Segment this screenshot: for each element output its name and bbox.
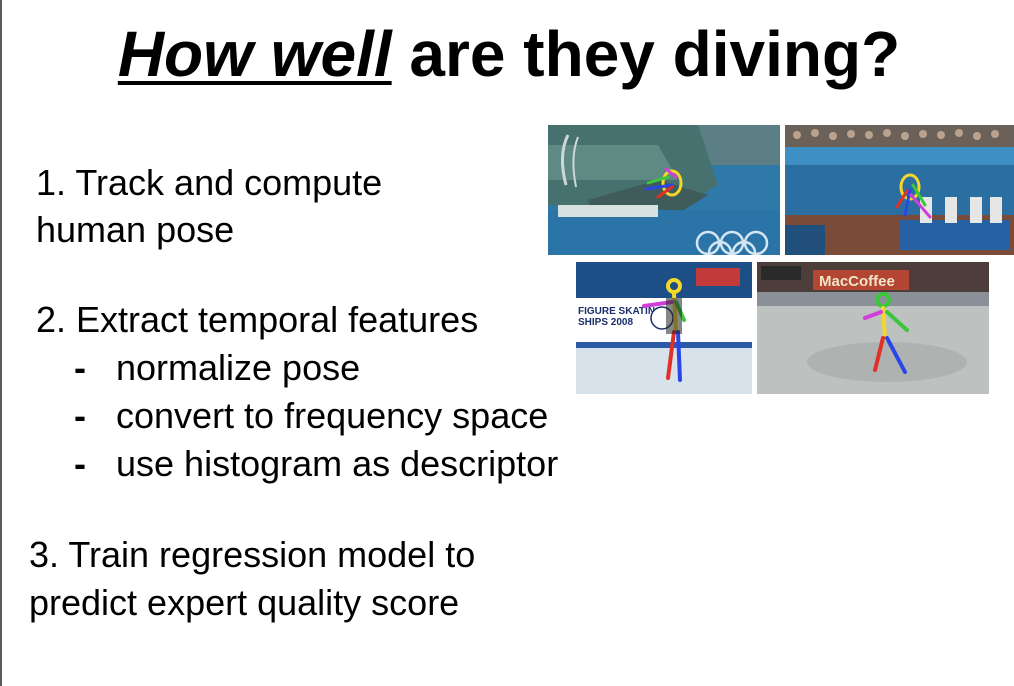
- banner-text-2: SHIPS 2008: [578, 317, 633, 328]
- ad-text: MacCoffee: [819, 273, 895, 290]
- substep-text: use histogram as descriptor: [116, 443, 559, 484]
- step-3-line-1: 3. Train regression model to: [29, 534, 476, 575]
- step-3-line-2: predict expert quality score: [29, 582, 460, 623]
- title-rest: are they diving?: [391, 18, 901, 90]
- step-2-line-1: 2. Extract temporal features: [36, 299, 479, 340]
- step-1-line-2: human pose: [36, 209, 235, 250]
- substep-dash: -: [74, 443, 86, 484]
- figure-skating-photo-1: FIGURE SKATING SHIPS 2008: [576, 262, 752, 394]
- substep-3: - use histogram as descriptor: [74, 441, 558, 487]
- substep-1: - normalize pose: [74, 345, 360, 391]
- substep-dash: -: [74, 347, 86, 388]
- banner-text-1: FIGURE SKATING: [578, 306, 663, 317]
- substep-2: - convert to frequency space: [74, 393, 548, 439]
- substep-dash: -: [74, 395, 86, 436]
- title-emphasis: How well: [117, 18, 392, 90]
- figure-skating-photo-2: MacCoffee: [757, 262, 989, 394]
- slide-title: How well are they diving?: [2, 14, 1014, 94]
- substep-text: normalize pose: [116, 347, 361, 388]
- diving-platform-photo: [548, 125, 780, 255]
- diving-judges-photo: [785, 125, 1014, 255]
- step-1-line-1: 1. Track and compute: [36, 162, 383, 203]
- substep-text: convert to frequency space: [116, 395, 549, 436]
